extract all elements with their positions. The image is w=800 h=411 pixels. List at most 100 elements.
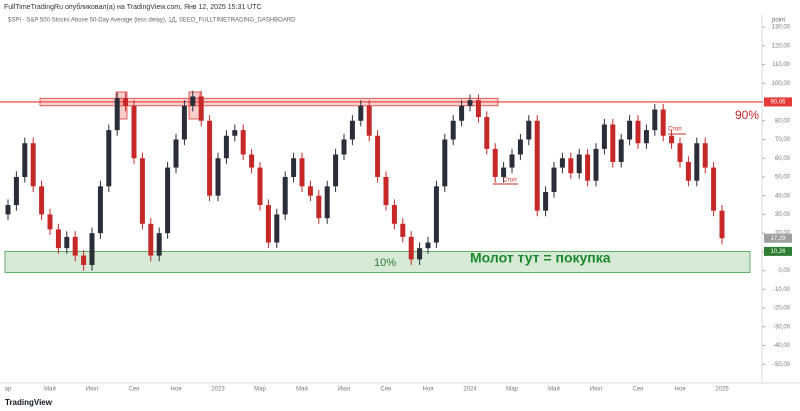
candle-body	[148, 223, 154, 256]
y-tick-label: 80,00	[775, 118, 791, 124]
candle-body	[39, 186, 45, 215]
candle-body	[635, 120, 641, 144]
candle-body	[391, 205, 397, 224]
candle-body	[459, 105, 465, 121]
candle-body	[408, 236, 414, 260]
candle-body	[450, 120, 456, 140]
candle-body	[165, 167, 171, 234]
candle-body	[526, 120, 532, 140]
candle-body	[559, 158, 565, 168]
candle-body	[30, 143, 36, 187]
candle-body	[417, 248, 423, 260]
y-tick-label: 100,00	[772, 81, 791, 87]
candle-body	[719, 210, 725, 239]
candle-body	[685, 161, 691, 181]
candle-body	[307, 186, 313, 196]
candle-body	[81, 255, 87, 265]
annotation: 90%	[735, 108, 759, 122]
annotation: 10%	[374, 257, 396, 269]
annotation: Молот тут = покупка	[470, 250, 611, 266]
candle-body	[114, 98, 120, 131]
candle-body	[156, 233, 162, 256]
x-tick-label: ар	[5, 387, 12, 393]
candle-body	[333, 154, 339, 187]
candle-body	[643, 130, 649, 144]
x-tick-label: 2025	[715, 387, 729, 393]
candle-body	[190, 96, 196, 106]
x-tick-label: Июл	[338, 387, 351, 393]
candle-body	[274, 214, 280, 243]
candle-body	[341, 139, 347, 155]
y-tick-label: 0,00	[778, 268, 790, 274]
candle-body	[366, 105, 372, 136]
y-tick-label: 110,00	[772, 62, 791, 68]
y-tick-label: 70,00	[775, 137, 791, 143]
candle-body	[22, 143, 28, 177]
candle-body	[131, 105, 137, 159]
candle-body	[240, 130, 246, 155]
candle-body	[282, 176, 288, 215]
price-tag	[764, 97, 792, 107]
zone	[4, 250, 751, 273]
candle-body	[291, 158, 297, 177]
candle-body	[249, 154, 255, 168]
candle-body	[47, 214, 53, 230]
annotation: Стоп	[503, 178, 517, 184]
candle-body	[55, 229, 61, 249]
candle-body	[207, 120, 213, 196]
candle-body	[358, 105, 364, 121]
candle-body	[568, 158, 574, 174]
x-tick-label: 2023	[211, 387, 225, 393]
price-tag-label: 17,29	[770, 236, 786, 242]
x-tick-label: 2024	[463, 387, 477, 393]
candle-body	[215, 158, 221, 196]
candle-body	[501, 167, 507, 177]
candle-body	[677, 143, 683, 162]
candle-body	[349, 120, 355, 140]
y-tick-label: -10,00	[773, 287, 791, 293]
candle-body	[139, 158, 145, 224]
candle-body	[467, 100, 473, 106]
candle-body	[173, 139, 179, 168]
candle-body	[299, 158, 305, 187]
candle-body	[534, 120, 540, 211]
candle-body	[702, 143, 708, 168]
y-tick-label: -20,00	[773, 306, 791, 312]
x-tick-label: Май	[44, 386, 56, 393]
x-tick-label: Ноя	[171, 387, 182, 393]
candle-body	[324, 186, 330, 219]
x-tick-label: Май	[296, 386, 308, 393]
x-tick-label: Июл	[86, 387, 99, 393]
candle-body	[509, 154, 515, 168]
x-tick-label: Ноя	[423, 387, 434, 393]
candle-body	[711, 167, 717, 211]
candle-body	[257, 167, 263, 206]
annotation: Стоп	[668, 127, 682, 133]
x-tick-label: Ноя	[675, 387, 686, 393]
candle-body	[383, 176, 389, 206]
candle-body	[232, 130, 238, 136]
price-tag	[764, 246, 792, 256]
x-tick-label: Сен	[381, 387, 392, 393]
candle-body	[593, 148, 599, 181]
candle-body	[660, 109, 666, 136]
candle-body	[669, 135, 675, 144]
candle-body	[198, 96, 204, 121]
candle-body	[106, 130, 112, 187]
y-tick-label: 130,00	[772, 25, 791, 31]
y-tick-label: 40,00	[775, 193, 791, 199]
candle-body	[265, 205, 271, 243]
y-tick-label: -30,00	[773, 324, 791, 330]
candle-body	[610, 124, 616, 162]
candle-body	[585, 154, 591, 181]
candle-body	[64, 236, 70, 249]
candle-body	[223, 135, 229, 159]
candle-body	[123, 98, 129, 106]
price-tag-label: 90,06	[770, 100, 786, 106]
candle-body	[492, 148, 498, 177]
y-tick-label: 60,00	[775, 156, 791, 162]
x-tick-label: Сен	[129, 387, 140, 393]
candle-body	[484, 117, 490, 149]
